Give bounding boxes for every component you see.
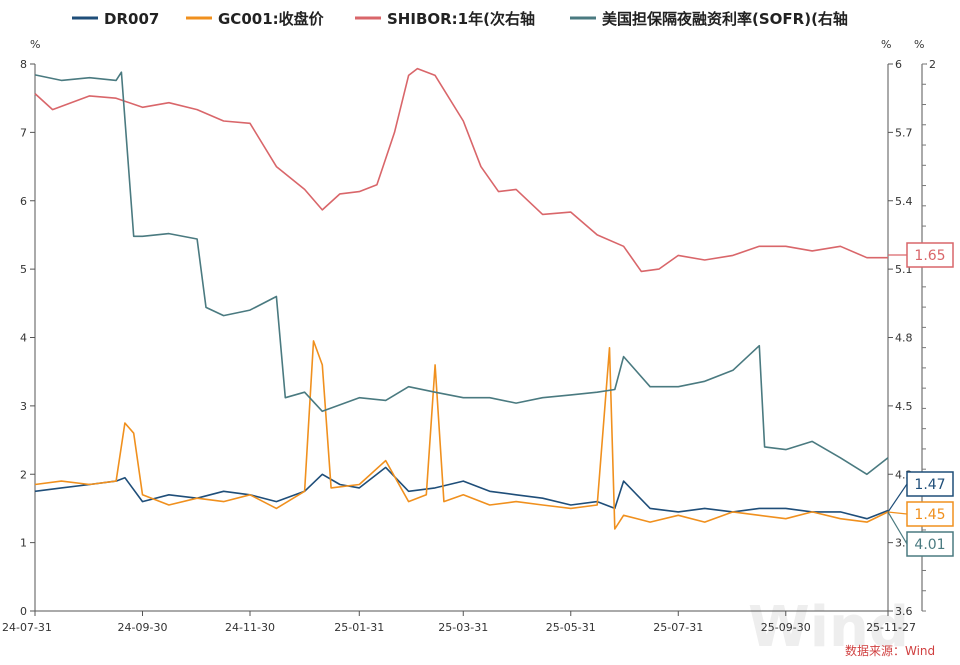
end-tag-leader: [887, 483, 908, 513]
left-tick-label: 1: [20, 537, 27, 550]
x-tick-label: 25-05-31: [546, 621, 596, 634]
end-tag-label: 1.65: [914, 248, 945, 264]
legend-label-0: DR007: [104, 10, 159, 28]
right-tick-label: 6: [895, 58, 902, 71]
end-tag-box: [906, 471, 954, 497]
legend-label-1: GC001:收盘价: [218, 10, 325, 28]
legend-label-2: SHIBOR:1年(次右轴: [387, 10, 535, 28]
left-tick-label: 6: [20, 195, 27, 208]
left-tick-label: 3: [20, 400, 27, 413]
legend-label-3: 美国担保隔夜融资利率(SOFR)(右轴: [602, 10, 848, 28]
left-tick-label: 2: [20, 468, 27, 481]
right-axis-unit-2: %: [914, 38, 924, 51]
left-tick-label: 7: [20, 126, 27, 139]
end-tag-label: 1.47: [914, 477, 945, 493]
end-tag-box: [906, 242, 954, 268]
x-tick-label: 24-09-30: [118, 621, 168, 634]
right-tick-label: 5.7: [895, 126, 913, 139]
series-line-3: [34, 71, 889, 476]
left-axis-unit: %: [30, 38, 40, 51]
right-tick-label: 4.8: [895, 332, 913, 345]
end-tag-label: 1.45: [914, 507, 945, 523]
x-tick-label: 25-09-30: [761, 621, 811, 634]
right-axis-unit-1: %: [881, 38, 891, 51]
series-lines: [34, 67, 889, 530]
right-tick-label: 4.5: [895, 400, 913, 413]
left-tick-label: 5: [20, 263, 27, 276]
end-tag-label: 4.01: [914, 537, 945, 553]
left-tick-label: 0: [20, 605, 27, 618]
end-tag-box: [906, 501, 954, 527]
legend: DR007 GC001:收盘价 SHIBOR:1年(次右轴 美国担保隔夜融资利率(SO…: [72, 10, 848, 28]
right-tick-label: 3.6: [895, 605, 913, 618]
end-tag-leader: [887, 511, 908, 545]
right-tick-label: 5.4: [895, 195, 913, 208]
x-tick-label: 24-11-30: [225, 621, 275, 634]
x-tick-label: 25-03-31: [438, 621, 488, 634]
x-tick-label: 25-11-27: [866, 621, 916, 634]
end-tag-box: [906, 531, 954, 557]
end-tag-leader: [887, 511, 908, 515]
source-note: 数据来源：Wind: [845, 643, 935, 658]
x-tick-label: 25-07-31: [653, 621, 703, 634]
x-tick-label: 24-07-31: [2, 621, 52, 634]
left-tick-label: 8: [20, 58, 27, 71]
watermark: Wind: [748, 595, 909, 660]
x-tick-label: 25-01-31: [334, 621, 384, 634]
series-line-2: [34, 67, 888, 273]
right2-tick-label: 2: [929, 58, 936, 71]
series-line-0: [34, 466, 889, 520]
end-value-tags: 1.65 1.47 1.45 4.01: [887, 242, 954, 557]
series-line-1: [34, 340, 889, 530]
left-tick-label: 4: [20, 332, 27, 345]
